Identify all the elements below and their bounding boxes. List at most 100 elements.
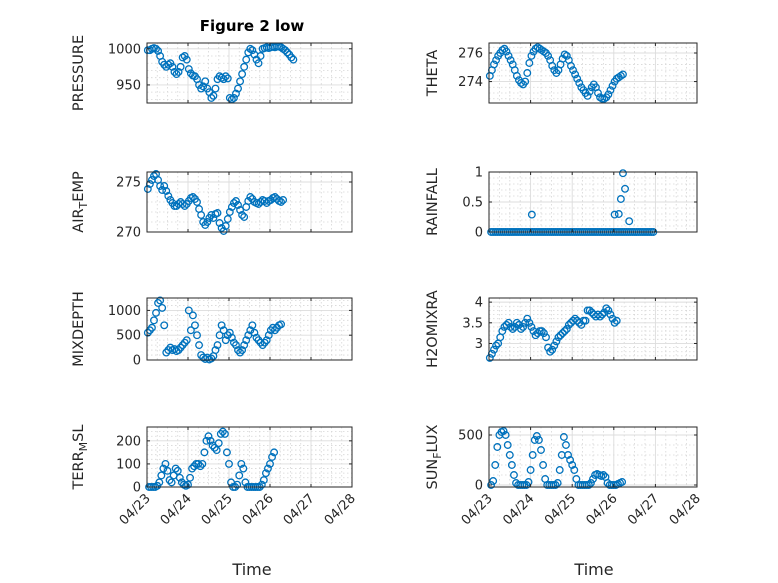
data-point [198,459,207,468]
data-point [215,331,224,340]
data-point [504,51,513,60]
data-point [206,436,215,445]
data-point [202,436,211,445]
data-point [596,312,605,321]
data-point [164,192,173,200]
data-point [568,461,577,469]
data-point [163,466,172,475]
data-point [600,94,609,103]
data-point [221,72,230,81]
data-point [555,466,564,474]
data-point [211,346,220,355]
data-point [610,318,619,327]
data-point [236,77,245,86]
data-point [261,469,270,478]
y-tick-label: 1 [475,166,483,181]
data-point [219,227,228,235]
data-point [606,86,615,95]
subplot-2: 274 276 THETA [425,42,698,104]
data-point [521,318,530,327]
data-point [152,308,160,317]
data-point [504,318,513,327]
y-tick-label: 500 [458,429,483,444]
data-point [222,448,231,457]
data-point [143,185,152,193]
axes-frame [146,171,353,233]
data-point [161,459,170,468]
data-point [528,451,537,459]
data-point [240,341,249,350]
data-point [512,318,521,327]
data-point [619,169,627,178]
data-point [583,91,592,100]
data-point [217,321,226,330]
data-point [567,61,575,70]
data-point [150,316,158,325]
data-point [530,436,539,444]
data-point [200,448,209,457]
y-tick-label: 500 [116,329,141,344]
data-point [256,52,265,60]
data-point [160,182,169,190]
data-point [157,471,166,480]
data-point [539,329,548,338]
data-point [229,93,238,102]
data-point [214,439,223,448]
data-point [182,55,191,64]
data-point [570,466,579,474]
data-point [225,93,234,102]
data-point [233,480,242,489]
y-tick-label: 1000 [108,42,141,57]
data-point [182,336,191,345]
y-tick-label: 275 [116,176,141,191]
data-point [165,476,174,485]
data-point [150,172,158,180]
data-point [506,322,515,331]
data-point [537,327,546,336]
data-point [521,77,530,86]
data-point [618,478,627,486]
data-point [598,310,607,319]
data-point [168,62,177,71]
data-point [525,59,534,67]
data-point [232,89,240,98]
data-point [566,456,575,464]
data-point [172,70,181,79]
plot-area [147,427,352,487]
data-point [552,337,561,346]
data-point [152,44,160,53]
data-point [584,481,593,489]
y-axis-label-3: AIRTEMP [71,171,90,233]
subplot-3: 270 275 AIRTEMP [71,170,353,241]
data-point [571,314,580,323]
data-point [262,336,271,345]
axes-frame [146,426,353,488]
data-point [167,478,176,487]
data-point [512,71,521,80]
plot-area [147,298,352,360]
data-point [215,219,224,227]
data-point [493,443,502,451]
axes-frame [488,297,698,361]
data-point [188,464,197,473]
data-point [485,353,494,362]
data-point [492,56,501,65]
data-point [180,202,189,210]
data-point [164,60,173,69]
data-point [240,213,249,221]
data-point [240,62,249,71]
data-point [487,481,496,489]
data-point [257,480,266,489]
y-axis-label-2: THETA [425,50,441,98]
data-point [186,473,194,482]
y-axis-label-4: RAINFALL [425,168,441,236]
data-point [173,466,182,475]
data-point [585,87,594,96]
data-point [234,201,242,209]
data-point [203,218,212,226]
data-point [523,314,532,323]
data-point [283,48,292,57]
data-point [270,193,279,201]
data-point [281,46,290,55]
data-point [210,443,219,452]
